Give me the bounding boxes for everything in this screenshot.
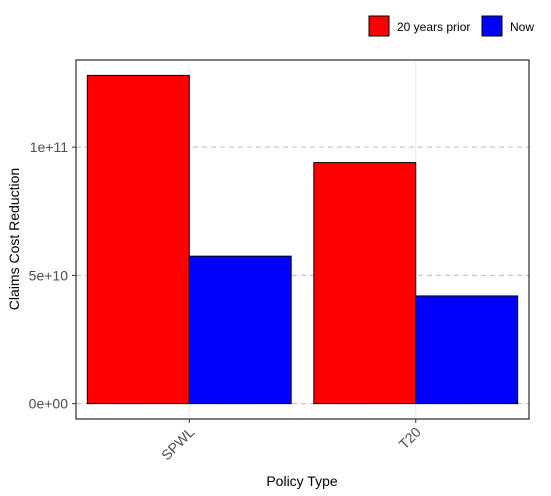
legend-swatch <box>481 15 503 37</box>
bar-t20-prior <box>313 162 417 405</box>
y-axis-title: Claims Cost Reduction <box>6 168 22 310</box>
bar-spwl-now <box>188 255 292 405</box>
x-axis: SPWL T20 <box>158 419 424 463</box>
x-axis-title: Policy Type <box>266 473 338 489</box>
y-tick-label: 1e+11 <box>30 139 68 155</box>
legend-swatch <box>368 15 390 37</box>
y-tick-label: 0e+00 <box>29 396 69 412</box>
bars <box>86 74 519 405</box>
bar-t20-now <box>415 295 519 405</box>
y-axis: 0e+00 5e+10 1e+11 <box>29 139 76 412</box>
legend-label: Now <box>510 20 534 34</box>
x-tick-label: SPWL <box>158 424 198 464</box>
x-tick-label: T20 <box>395 424 424 453</box>
legend-label: 20 years prior <box>397 20 470 34</box>
y-tick-label: 5e+10 <box>29 267 69 283</box>
bar-spwl-prior <box>86 74 190 405</box>
legend: 20 years prior Now <box>368 15 534 37</box>
plot-panel-border <box>75 59 530 420</box>
